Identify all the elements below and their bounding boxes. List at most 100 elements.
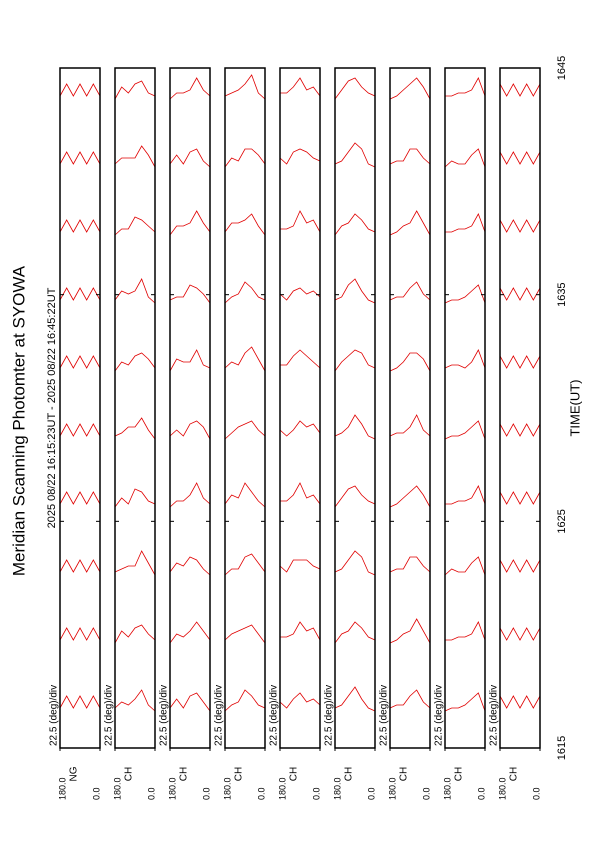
trace [389, 689, 431, 709]
panel-frame [169, 67, 211, 749]
trace [499, 287, 541, 301]
y-tick-label: 180.0 [57, 777, 67, 800]
title: Meridian Scanning Photomter at SYOWA [9, 265, 28, 576]
trace [499, 355, 541, 369]
scale-label: 22.5 (deg)/div [489, 685, 500, 746]
trace [334, 550, 376, 576]
trace [444, 420, 486, 440]
x-tick-label: 1615 [556, 736, 568, 760]
y-tick-label: 0.0 [256, 787, 266, 800]
channel-label: NG [69, 766, 80, 781]
y-tick-label: 180.0 [332, 777, 342, 800]
x-tick-label: 1625 [556, 509, 568, 533]
trace [334, 278, 376, 304]
trace [389, 618, 431, 644]
trace [224, 281, 266, 304]
trace [114, 278, 156, 304]
trace [169, 77, 211, 100]
trace [59, 423, 101, 437]
trace [499, 559, 541, 573]
trace [59, 627, 101, 641]
trace [169, 420, 211, 440]
trace [499, 627, 541, 641]
trace [224, 74, 266, 100]
trace [279, 559, 321, 573]
trace [114, 216, 156, 236]
y-tick-label: 180.0 [112, 777, 122, 800]
trace [114, 417, 156, 440]
trace [224, 553, 266, 576]
trace [389, 556, 431, 573]
trace [499, 695, 541, 709]
trace [334, 142, 376, 168]
trace [334, 414, 376, 440]
trace [389, 77, 431, 100]
trace [389, 281, 431, 301]
panel-frame [444, 67, 486, 749]
panel-frame [334, 67, 376, 749]
trace [59, 355, 101, 369]
y-tick-label: 0.0 [421, 787, 431, 800]
rotated-plot: Meridian Scanning Photomter at SYOWA 202… [9, 56, 582, 800]
trace [224, 346, 266, 372]
channel-label: CH [289, 767, 300, 781]
trace [445, 213, 486, 233]
trace [389, 210, 431, 236]
y-tick-label: 0.0 [91, 787, 101, 800]
trace [169, 621, 211, 644]
trace [444, 556, 486, 576]
y-tick-label: 180.0 [442, 777, 452, 800]
trace [389, 414, 431, 437]
trace [59, 559, 101, 573]
trace [334, 213, 376, 236]
trace [169, 692, 211, 712]
trace [169, 148, 211, 168]
scale-label: 22.5 (deg)/div [49, 685, 60, 746]
trace [59, 151, 101, 165]
trace [59, 83, 101, 97]
trace [444, 349, 486, 369]
trace [444, 692, 486, 712]
trace [445, 485, 486, 505]
trace [280, 349, 321, 369]
y-tick-label: 180.0 [167, 777, 177, 800]
y-tick-label: 0.0 [311, 787, 321, 800]
panel-frame [224, 67, 266, 749]
y-tick-label: 0.0 [366, 787, 376, 800]
trace [224, 420, 266, 440]
trace [444, 148, 486, 168]
trace [224, 689, 266, 712]
trace [224, 213, 266, 236]
channel-label: CH [179, 767, 190, 781]
scale-label: 22.5 (deg)/div [434, 685, 445, 746]
trace [499, 151, 541, 165]
trace [224, 482, 266, 508]
trace [445, 77, 486, 97]
trace [499, 83, 541, 97]
trace [59, 287, 101, 301]
panel-frame [59, 67, 101, 749]
x-tick-label: 1645 [556, 56, 568, 80]
trace [114, 488, 156, 508]
trace [169, 284, 211, 304]
channel-label: CH [234, 767, 245, 781]
trace [445, 621, 486, 641]
trace [389, 352, 431, 372]
trace [224, 148, 266, 168]
trace [279, 287, 321, 301]
panel-frame [389, 67, 431, 749]
scale-label: 22.5 (deg)/div [159, 685, 170, 746]
trace [389, 485, 431, 508]
y-tick-label: 0.0 [476, 787, 486, 800]
trace [114, 624, 156, 644]
trace [169, 556, 211, 576]
y-tick-label: 180.0 [222, 777, 232, 800]
subtitle: 2025 08/22 16:15:23UT - 2025 08/22 16:45… [46, 287, 58, 528]
trace [59, 491, 101, 505]
y-tick-label: 180.0 [277, 777, 287, 800]
trace [334, 485, 376, 508]
panel-frame [279, 67, 321, 749]
trace [444, 284, 486, 304]
